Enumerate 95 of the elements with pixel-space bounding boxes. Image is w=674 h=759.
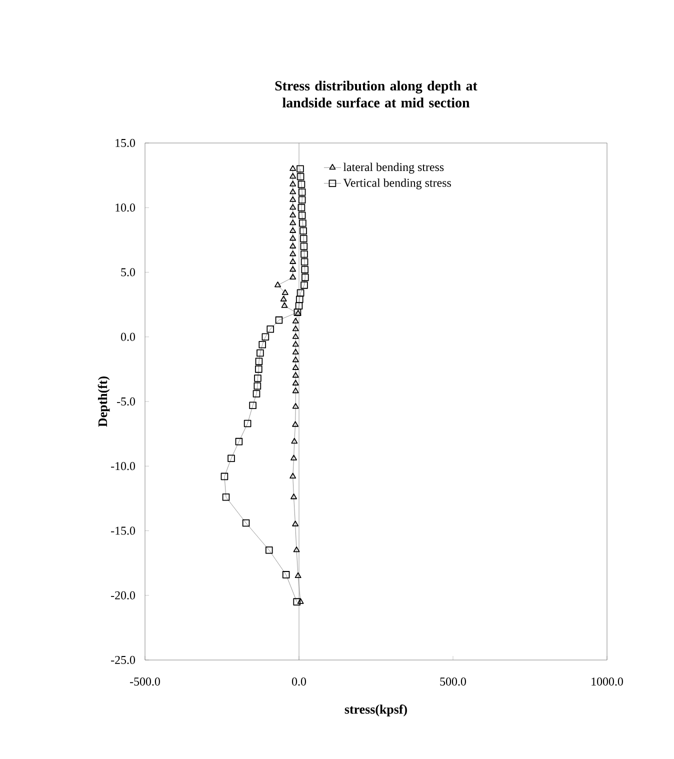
y-tick-label: -20.0: [111, 591, 136, 600]
point: [296, 289, 304, 297]
y-tick-label: 0.0: [120, 332, 136, 341]
y-tick-label: -25.0: [111, 656, 136, 664]
point: [254, 374, 262, 382]
point: [297, 598, 304, 604]
y-tick-label: 15.0: [116, 138, 136, 148]
chart-title: Stress distribution along depth at landside surface at mid section: [275, 80, 478, 108]
point: [298, 188, 306, 196]
point: [290, 493, 297, 500]
point: [290, 196, 296, 202]
point: [293, 546, 300, 552]
point: [275, 316, 283, 324]
point: [290, 219, 296, 226]
y-tick-label: 5.0: [121, 268, 136, 276]
point: [296, 165, 304, 172]
point: [300, 227, 307, 235]
y-axis-title: Depth(ft): [98, 376, 110, 427]
point: [293, 598, 300, 606]
point: [298, 212, 306, 220]
point: [235, 438, 243, 446]
y-tick-label: -15.0: [111, 526, 136, 535]
point: [298, 204, 306, 212]
legend-label: Vertical bending stress: [343, 178, 451, 190]
point: [281, 302, 288, 308]
point: [254, 382, 262, 390]
point: [292, 380, 299, 386]
point: [290, 180, 296, 186]
point: [282, 289, 288, 295]
point: [244, 420, 252, 428]
point: [290, 472, 296, 479]
point: [290, 165, 296, 171]
point: [249, 402, 256, 410]
point: [262, 333, 270, 341]
point: [296, 172, 304, 180]
point: [290, 242, 296, 248]
point: [292, 421, 299, 427]
point: [265, 546, 273, 554]
point: [292, 403, 299, 409]
x-axis-title: stress(kpsf): [344, 704, 407, 716]
point: [282, 571, 290, 578]
point: [294, 572, 302, 578]
point: [242, 519, 250, 527]
point: [292, 333, 299, 339]
point: [298, 196, 306, 204]
y-tick-label: -5.0: [116, 397, 136, 406]
point: [292, 364, 299, 370]
point: [252, 390, 260, 398]
point: [290, 258, 296, 264]
point: [300, 250, 308, 258]
point: [292, 318, 299, 324]
point: [299, 219, 306, 227]
point: [292, 348, 299, 354]
point: [292, 325, 299, 332]
y-tick-label: -10.0: [111, 462, 136, 470]
point: [300, 234, 308, 242]
point: [292, 372, 299, 378]
point: [290, 172, 296, 179]
point: [290, 204, 296, 210]
point: [258, 340, 266, 348]
point: [290, 227, 296, 233]
x-tick-label: -500.0: [130, 678, 160, 686]
point: [228, 454, 235, 462]
x-tick-label: 500.0: [440, 678, 466, 686]
point: [300, 282, 308, 289]
point: [292, 356, 299, 362]
point: [274, 282, 281, 288]
point: [220, 472, 228, 480]
x-tick-label: 1000.0: [592, 678, 623, 686]
point: [292, 340, 299, 347]
point: [301, 266, 309, 274]
point: [290, 454, 297, 460]
point: [296, 296, 304, 304]
point: [290, 212, 296, 218]
point: [291, 438, 298, 444]
point: [290, 188, 296, 194]
point: [266, 325, 274, 333]
y-tick-label: 10.0: [116, 204, 136, 212]
point: [280, 296, 287, 302]
point: [290, 266, 296, 272]
point: [302, 274, 309, 282]
point: [255, 358, 263, 366]
point: [255, 366, 262, 373]
point: [222, 493, 230, 501]
point: [290, 234, 296, 241]
point: [292, 520, 299, 526]
legend-label: lateral bending stress: [343, 162, 444, 174]
point: [300, 258, 308, 266]
point: [298, 180, 306, 188]
point: [290, 274, 296, 280]
point: [300, 242, 308, 250]
point: [292, 388, 299, 394]
point: [256, 349, 264, 357]
point: [290, 250, 296, 256]
x-tick-label: 0.0: [292, 678, 306, 686]
